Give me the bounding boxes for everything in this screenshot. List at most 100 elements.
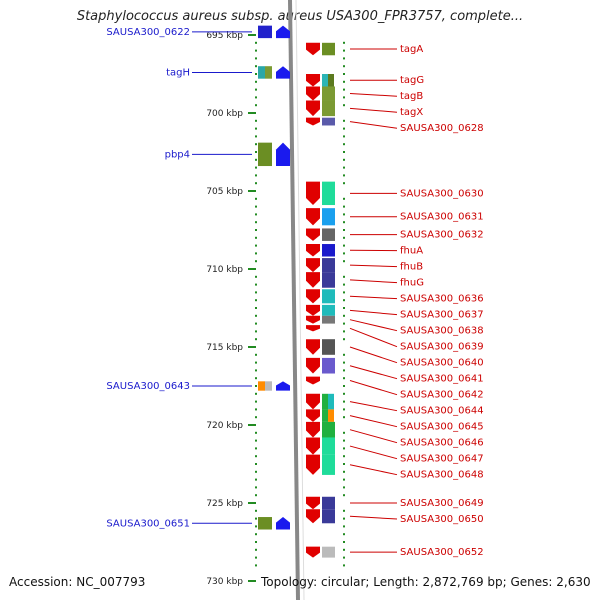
minor-tick: [255, 88, 257, 91]
forward-gene-arrow[interactable]: [306, 437, 320, 455]
gene-label-left[interactable]: SAUSA300_0622: [106, 27, 190, 38]
gene-label-right[interactable]: SAUSA300_0628: [400, 123, 484, 134]
gene-label-right[interactable]: SAUSA300_0630: [400, 188, 484, 199]
reverse-gene-arrow[interactable]: [276, 381, 290, 391]
forward-gene-arrow[interactable]: [306, 409, 320, 422]
minor-tick-right: [343, 338, 345, 341]
gene-label-right[interactable]: SAUSA300_0642: [400, 390, 484, 401]
forward-gene-arrow[interactable]: [306, 339, 320, 355]
gene-label-left[interactable]: tagH: [166, 67, 190, 78]
reverse-gene-arrow[interactable]: [276, 142, 290, 167]
gene-label-right[interactable]: tagG: [400, 75, 424, 86]
forward-gene-arrow[interactable]: [306, 86, 320, 101]
reverse-gene-arrow[interactable]: [276, 25, 290, 39]
gene-track-block: [322, 258, 335, 273]
forward-gene-arrow[interactable]: [306, 100, 320, 117]
minor-tick-right: [343, 213, 345, 216]
forward-gene-arrow[interactable]: [306, 181, 320, 206]
gene-label-right[interactable]: SAUSA300_0647: [400, 454, 484, 465]
gene-label-right[interactable]: SAUSA300_0641: [400, 374, 484, 385]
minor-tick: [255, 299, 257, 302]
forward-gene-arrow[interactable]: [306, 289, 320, 304]
gene-label-right[interactable]: SAUSA300_0639: [400, 342, 484, 353]
minor-tick: [255, 260, 257, 263]
gene-track-block: [258, 66, 265, 79]
gene-label-right[interactable]: tagA: [400, 44, 423, 55]
gene-label-leader: [349, 309, 398, 316]
gene-label-left[interactable]: pbp4: [165, 149, 190, 160]
minor-tick: [255, 447, 257, 450]
minor-tick: [255, 244, 257, 247]
gene-label-right[interactable]: SAUSA300_0632: [400, 230, 484, 241]
gene-label-right[interactable]: SAUSA300_0640: [400, 358, 484, 369]
minor-tick: [255, 470, 257, 473]
forward-gene-arrow[interactable]: [306, 272, 320, 288]
gene-label-right[interactable]: fhuB: [400, 262, 423, 273]
gene-label-right[interactable]: SAUSA300_0637: [400, 310, 484, 321]
gene-label-left[interactable]: SAUSA300_0643: [106, 381, 190, 392]
forward-gene-arrow[interactable]: [306, 258, 320, 273]
minor-tick-right: [343, 252, 345, 255]
forward-gene-arrow[interactable]: [306, 357, 320, 374]
minor-tick: [255, 322, 257, 325]
gene-label-right[interactable]: fhuG: [400, 278, 424, 289]
gene-label-right[interactable]: tagX: [400, 107, 423, 118]
gene-track-block: [322, 289, 335, 304]
forward-gene-arrow[interactable]: [306, 208, 320, 226]
forward-gene-arrow[interactable]: [306, 376, 320, 385]
forward-gene-arrow[interactable]: [306, 496, 320, 510]
forward-gene-arrow[interactable]: [306, 509, 320, 524]
minor-tick: [255, 353, 257, 356]
gene-label-right[interactable]: tagB: [400, 91, 423, 102]
gene-label-right[interactable]: SAUSA300_0645: [400, 422, 484, 433]
minor-tick-right: [343, 486, 345, 489]
gene-label-right[interactable]: SAUSA300_0650: [400, 514, 484, 525]
forward-gene-arrow[interactable]: [306, 304, 320, 316]
gene-track-block: [322, 86, 335, 101]
forward-gene-arrow[interactable]: [306, 228, 320, 241]
gene-track-block: [322, 228, 335, 241]
minor-tick: [255, 541, 257, 543]
minor-tick-right: [343, 244, 345, 247]
minor-tick: [255, 494, 257, 497]
gene-label-right[interactable]: SAUSA300_0638: [400, 326, 484, 337]
kbp-axis: 695 kbp 700 kbp 705 kbp 710 kbp 715 kbp 720 k…: [206, 31, 345, 587]
forward-gene-arrow[interactable]: [306, 393, 320, 410]
minor-tick-right: [343, 322, 345, 325]
gene-track-block: [322, 509, 335, 524]
gene-label-leader: [349, 365, 398, 380]
gene-label-right[interactable]: SAUSA300_0649: [400, 498, 484, 509]
gene-label-right[interactable]: SAUSA300_0652: [400, 547, 484, 558]
gene-label-right[interactable]: fhuA: [400, 246, 423, 257]
gene-label-right[interactable]: SAUSA300_0631: [400, 212, 484, 223]
forward-gene-arrow[interactable]: [306, 117, 320, 126]
minor-tick: [255, 283, 257, 286]
gene-label-right[interactable]: SAUSA300_0648: [400, 470, 484, 481]
gene-label-right[interactable]: SAUSA300_0646: [400, 438, 484, 449]
gene-label-right[interactable]: SAUSA300_0644: [400, 406, 484, 417]
forward-gene-arrow[interactable]: [306, 325, 320, 332]
forward-gene-arrow[interactable]: [306, 74, 320, 87]
gene-label-right[interactable]: SAUSA300_0636: [400, 294, 484, 305]
reverse-gene-arrow[interactable]: [276, 517, 290, 530]
minor-tick: [255, 392, 257, 395]
forward-gene-arrow[interactable]: [306, 421, 320, 438]
minor-tick: [255, 439, 257, 442]
gene-track-block: [322, 421, 335, 438]
minor-tick: [255, 525, 257, 528]
gene-label-left[interactable]: SAUSA300_0651: [106, 518, 190, 529]
minor-tick-right: [343, 205, 345, 208]
forward-gene-arrow[interactable]: [306, 244, 320, 257]
minor-tick: [255, 182, 257, 185]
minor-tick: [255, 205, 257, 208]
minor-tick-right: [343, 369, 345, 372]
minor-tick-right: [343, 57, 345, 60]
forward-gene-arrow[interactable]: [306, 546, 320, 558]
forward-gene-arrow[interactable]: [306, 454, 320, 475]
gene-track-block: [328, 409, 334, 422]
gene-label-leader: [349, 401, 398, 412]
reverse-gene-arrow[interactable]: [276, 66, 290, 79]
forward-gene-arrow[interactable]: [306, 42, 320, 56]
forward-gene-arrow[interactable]: [306, 315, 320, 324]
